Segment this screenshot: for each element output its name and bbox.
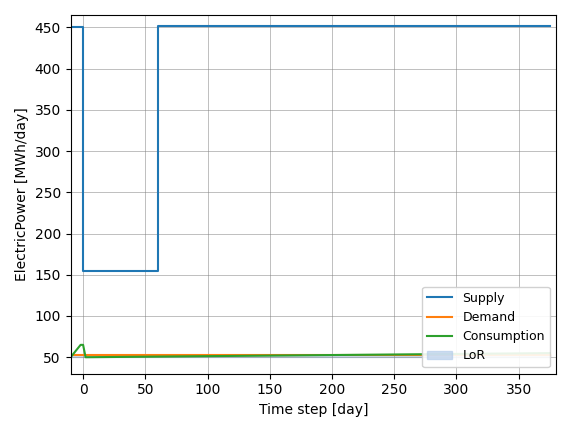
Consumption <box>67 355 74 360</box>
Line: Supply: Supply <box>71 26 550 270</box>
Supply <box>80 25 87 30</box>
Supply <box>67 25 74 30</box>
Y-axis label: ElectricPower [MWh/day]: ElectricPower [MWh/day] <box>15 108 29 281</box>
Supply <box>546 23 553 29</box>
Consumption <box>77 342 84 347</box>
Consumption <box>546 350 553 356</box>
Supply <box>80 268 87 273</box>
X-axis label: Time step [day]: Time step [day] <box>259 403 368 417</box>
Supply <box>154 268 161 273</box>
Consumption <box>82 355 89 360</box>
Consumption <box>80 342 87 347</box>
Legend: Supply, Demand, Consumption, LoR: Supply, Demand, Consumption, LoR <box>422 287 550 368</box>
Supply <box>154 23 161 29</box>
Line: Consumption: Consumption <box>71 345 550 357</box>
